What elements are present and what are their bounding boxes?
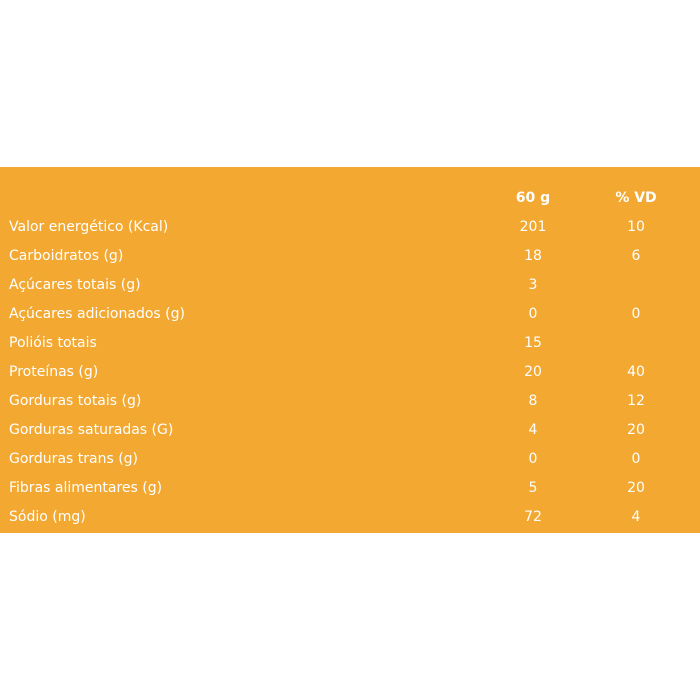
nutrient-label: Carboidratos (g) xyxy=(9,248,124,264)
nutrient-label: Gorduras saturadas (G) xyxy=(9,422,174,438)
table-row: Proteínas (g) 20 40 xyxy=(0,358,700,387)
amount-value: 4 xyxy=(528,422,538,438)
amount-value: 0 xyxy=(528,451,538,467)
vd-value: 12 xyxy=(627,393,645,409)
nutrient-label: Açúcares adicionados (g) xyxy=(9,306,185,322)
table-row: Sódio (mg) 72 4 xyxy=(0,503,700,532)
amount-value: 72 xyxy=(524,509,542,525)
amount-value: 0 xyxy=(528,306,538,322)
table-row: Fibras alimentares (g) 5 20 xyxy=(0,474,700,503)
vd-value: 10 xyxy=(627,219,645,235)
amount-value: 15 xyxy=(524,335,542,351)
amount-value: 201 xyxy=(519,219,547,235)
table-row: Polióis totais 15 xyxy=(0,329,700,358)
amount-value: 5 xyxy=(528,480,538,496)
nutrient-label: Gorduras totais (g) xyxy=(9,393,142,409)
table-row: Gorduras saturadas (G) 4 20 xyxy=(0,416,700,445)
vd-header: % VD xyxy=(615,190,657,206)
table-row: Gorduras totais (g) 8 12 xyxy=(0,387,700,416)
nutrient-label: Valor energético (Kcal) xyxy=(9,219,169,235)
vd-value: 0 xyxy=(631,451,641,467)
amount-value: 20 xyxy=(524,364,542,380)
nutrient-label: Sódio (mg) xyxy=(9,509,86,525)
table-row: Valor energético (Kcal) 201 10 xyxy=(0,213,700,242)
nutrition-table: 60 g % VD Valor energético (Kcal) 201 10 Ca… xyxy=(0,167,700,533)
vd-value: 0 xyxy=(631,306,641,322)
vd-value: 40 xyxy=(627,364,645,380)
table-row: Carboidratos (g) 18 6 xyxy=(0,242,700,271)
portion-header: 60 g xyxy=(515,190,551,206)
amount-value: 8 xyxy=(528,393,538,409)
amount-value: 3 xyxy=(528,277,538,293)
vd-value: 20 xyxy=(627,422,645,438)
vd-value: 20 xyxy=(627,480,645,496)
table-header: 60 g % VD xyxy=(0,184,700,213)
nutrient-label: Polióis totais xyxy=(9,335,97,351)
nutrient-label: Açúcares totais (g) xyxy=(9,277,141,293)
table-row: Gorduras trans (g) 0 0 xyxy=(0,445,700,474)
vd-value: 4 xyxy=(631,509,641,525)
table-row: Açúcares totais (g) 3 xyxy=(0,271,700,300)
amount-value: 18 xyxy=(524,248,542,264)
nutrient-label: Proteínas (g) xyxy=(9,364,99,380)
table-row: Açúcares adicionados (g) 0 0 xyxy=(0,300,700,329)
nutrient-label: Gorduras trans (g) xyxy=(9,451,139,467)
nutrient-label: Fibras alimentares (g) xyxy=(9,480,163,496)
vd-value: 6 xyxy=(631,248,641,264)
